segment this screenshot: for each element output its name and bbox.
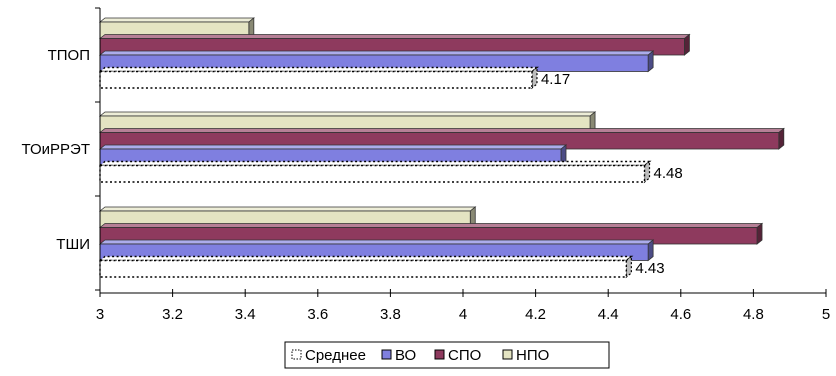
data-label-average: 4.43	[635, 260, 664, 277]
legend-label: ВО	[395, 347, 416, 364]
legend-swatch	[502, 349, 513, 360]
legend-swatch	[434, 349, 445, 360]
legend-label: СПО	[448, 347, 481, 364]
bar-ВО-ТПОП	[98, 50, 655, 73]
x-tick-label: 3.4	[235, 306, 256, 323]
data-label-average: 4.17	[541, 71, 570, 88]
legend: Среднее ВО СПО НПО	[284, 341, 610, 369]
x-tick-label: 5	[822, 306, 830, 323]
bar-Среднее-ТОиРРЭТ	[98, 160, 652, 184]
category-labels: ТПОП ТОиРРЭТ ТШИ	[22, 47, 91, 253]
x-tick-label: 3.2	[162, 306, 183, 323]
legend-label: НПО	[516, 347, 549, 364]
data-label-average: 4.48	[654, 165, 683, 182]
legend-swatch	[291, 349, 302, 360]
legend-box	[284, 341, 610, 369]
legend-swatch	[381, 349, 392, 360]
x-tick-label: 4.8	[743, 306, 764, 323]
bar-Среднее-ТШИ	[98, 255, 634, 279]
bar-Среднее-ТПОП	[98, 66, 539, 90]
bars-layer	[98, 17, 785, 279]
x-tick-label: 3.8	[380, 306, 401, 323]
category-label: ТОиРРЭТ	[22, 141, 91, 158]
data-labels: 4.17 4.48 4.43	[541, 71, 683, 277]
category-label: ТШИ	[56, 236, 90, 253]
x-tick-label: 4.2	[525, 306, 546, 323]
x-tick-label: 4.4	[598, 306, 619, 323]
legend-label: Среднее	[305, 347, 366, 364]
x-tick-label: 4.6	[670, 306, 691, 323]
bar-ВО-ТШИ	[98, 239, 655, 262]
x-tick-label: 3	[96, 306, 104, 323]
x-axis: 3 3.2 3.4 3.6 3.8 4 4.2 4.4 4.6 4.8 5	[95, 7, 830, 323]
category-label: ТПОП	[48, 47, 90, 64]
x-tick-label: 3.6	[307, 306, 328, 323]
x-tick-label: 4	[459, 306, 467, 323]
